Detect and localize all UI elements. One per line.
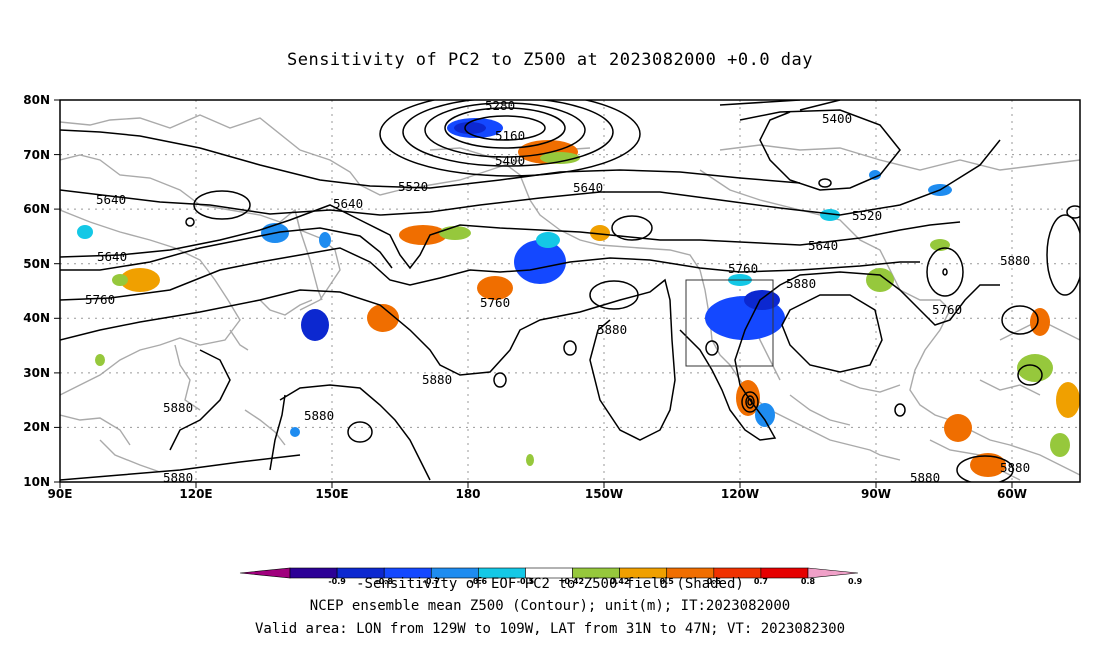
valid-area-box <box>685 279 774 367</box>
shading-blob <box>399 225 447 245</box>
longitude-labels: 90E 120E 150E 180 150W 120W 90W 60W <box>48 487 1027 501</box>
contour-label: 5760 <box>728 261 758 276</box>
contour-label: 5880 <box>304 408 334 423</box>
colorbar-label: 0.8 <box>801 577 816 586</box>
shading-blob <box>477 276 513 300</box>
lat-label: 40N <box>23 311 50 325</box>
shading-blob <box>112 274 128 286</box>
contour-label: 5880 <box>1000 253 1030 268</box>
shading-blob <box>1017 354 1053 382</box>
contour-label: 5760 <box>85 292 115 307</box>
contour-label: 5640 <box>808 238 838 253</box>
shading-blob <box>526 454 534 466</box>
lat-label: 20N <box>23 420 50 434</box>
shading-blob <box>95 354 105 366</box>
contour-label: 5400 <box>495 153 525 168</box>
caption-valid-area: Valid area: LON from 129W to 109W, LAT f… <box>254 621 845 637</box>
shading-blob <box>514 240 566 284</box>
shading-blob <box>367 304 399 332</box>
lat-label: 60N <box>23 202 50 216</box>
contour-label: 5640 <box>333 196 363 211</box>
colorbar-label: -0.42 <box>561 577 584 586</box>
axis-ticks <box>54 99 1013 488</box>
contour-label: 5160 <box>495 128 525 143</box>
contour-label: 5880 <box>422 372 452 387</box>
lon-label: 60W <box>997 487 1027 501</box>
colorbar-label: -0.7 <box>423 577 441 586</box>
contour-label: 5280 <box>485 98 515 113</box>
lon-label: 180 <box>455 487 480 501</box>
lat-label: 80N <box>23 93 50 107</box>
colorbar-label: -0.6 <box>470 577 488 586</box>
shading-blob <box>970 453 1006 477</box>
contour-labels: 5280 5160 5400 5400 5520 5520 5640 5640 … <box>85 98 1030 485</box>
shading-blob <box>590 225 610 241</box>
shading-blob <box>944 414 972 442</box>
shading-blob <box>319 232 331 248</box>
shading-blob <box>755 403 775 427</box>
z500-contours <box>60 100 1080 482</box>
lon-label: 150W <box>585 487 623 501</box>
contour-label: 5640 <box>96 192 126 207</box>
colorbar-label: 0.42 <box>610 577 630 586</box>
colorbar-label: 0.5 <box>660 577 675 586</box>
coastlines <box>60 114 1080 481</box>
shading-blob <box>301 309 329 341</box>
caption-shading: -Sensitivity of EOF PC2 to Z500 field (S… <box>356 576 744 592</box>
lat-label: 10N <box>23 475 50 489</box>
shading-blob <box>1056 382 1080 418</box>
contour-label: 5880 <box>163 400 193 415</box>
contour-label: 5880 <box>786 276 816 291</box>
shading-blob <box>536 232 560 248</box>
shading-blob <box>540 152 580 164</box>
colorbar-end-right <box>807 567 859 579</box>
shading-blob <box>1030 308 1050 336</box>
shading-blob <box>1050 433 1070 457</box>
contour-label: 5520 <box>852 208 882 223</box>
shading-blob <box>290 427 300 437</box>
shading-blob <box>820 209 840 221</box>
contour-label: 5880 <box>597 322 627 337</box>
shading-blob <box>77 225 93 239</box>
contour-label: 5760 <box>480 295 510 310</box>
shading-blob <box>439 226 471 240</box>
colorbar-label: -0.5 <box>517 577 535 586</box>
latitude-labels: 80N 70N 60N 50N 40N 30N 20N 10N <box>23 93 50 489</box>
colorbar-label: 0.9 <box>848 577 863 586</box>
lon-label: 120W <box>721 487 759 501</box>
contour-label: 5880 <box>1000 460 1030 475</box>
colorbar-label: -0.8 <box>375 577 393 586</box>
shading-blob <box>744 290 780 310</box>
colorbar-label: -0.9 <box>328 577 346 586</box>
lon-label: 120E <box>179 487 212 501</box>
contour-label: 5640 <box>97 249 127 264</box>
plot-frame <box>59 99 1081 483</box>
shading-blob <box>869 170 881 180</box>
chart-title: Sensitivity of PC2 to Z500 at 2023082000… <box>286 50 813 70</box>
colorbar-label: 0.6 <box>707 577 722 586</box>
caption-contour: NCEP ensemble mean Z500 (Contour); unit(… <box>309 598 791 614</box>
lon-label: 150E <box>315 487 348 501</box>
contour-label: 5400 <box>822 111 852 126</box>
lon-label: 90W <box>861 487 891 501</box>
contour-label: 5760 <box>932 302 962 317</box>
lat-label: 70N <box>23 148 50 162</box>
shading-blob <box>120 268 160 292</box>
shading-blob <box>866 268 894 292</box>
shading-blob <box>454 122 486 134</box>
contour-label: 5640 <box>573 180 603 195</box>
lon-label: 90E <box>48 487 73 501</box>
lat-label: 50N <box>23 257 50 271</box>
colorbar-label: 0.7 <box>754 577 768 586</box>
lat-label: 30N <box>23 366 50 380</box>
colorbar: -0.9 -0.8 -0.7 -0.6 -0.5 -0.42 0.42 0.5 0.6 0.7 0.… <box>239 567 863 586</box>
contour-label: 5520 <box>398 179 428 194</box>
